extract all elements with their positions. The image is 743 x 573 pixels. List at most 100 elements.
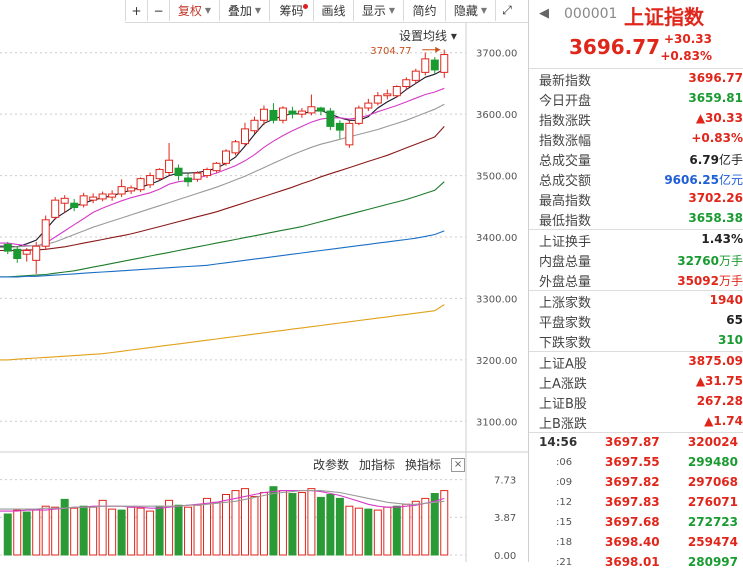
quote-label: 今日开盘 [539,94,592,109]
tick-volume: 299480 [687,455,738,469]
kline-chart[interactable]: 3700.00 3600.00 3500.00 3400.00 3300.00 3200.… [0,0,528,562]
toolbar-button-1[interactable]: − [147,0,169,21]
volume-bar [288,493,297,556]
chart-toolbar: + − 复权 ▼ 叠加 ▼ 筹码 画线 显示 ▼ 简约 隐藏 ▼ ⤢ [125,0,528,23]
volume-bar [421,497,430,556]
ma-line [0,181,445,278]
tick-row: :15 3697.68 272723 [529,513,743,533]
tick-time: :09 [556,477,573,488]
volume-bar [383,506,392,556]
quote-value: 310 [718,333,743,347]
volume-bar [411,500,420,556]
tick-price: 3698.40 [605,535,660,549]
toolbar-label: 筹码 [279,4,304,18]
quote-label: 上A涨跌 [539,377,587,392]
toolbar-button-0[interactable]: + [125,0,147,21]
volume-bar [193,504,202,556]
current-price: 3696.77 [569,35,661,59]
quote-value: 3696.77 [688,71,743,85]
quote-label: 平盘家数 [539,316,592,331]
toolbar-button-3[interactable]: 叠加 ▼ [219,0,269,21]
candle-body [174,167,183,177]
sub-chart-buttons: 改参数 加指标 换指标 × [313,456,466,473]
switch-indicator-button[interactable]: 换指标 [405,458,442,472]
quote-number: ▲30.33 [695,111,743,125]
quote-value: 35092万手 [677,272,743,289]
volume-bar [316,496,325,556]
ma-settings-button[interactable]: 设置均线 ▾ [399,29,457,43]
candle-body [430,59,439,71]
toolbar-button-4[interactable]: 筹码 [269,0,313,21]
tick-list[interactable]: 14:56 3697.87 320024:06 3697.55 299480:09 369… [529,432,743,573]
toolbar-button-7[interactable]: 简约 [403,0,445,21]
quote-row: 上涨家数 1940 [529,290,743,311]
toolbar-button-9[interactable]: ⤢ [495,0,518,21]
stock-name: 上证指数 [624,5,704,29]
edit-params-button[interactable]: 改参数 [313,458,350,472]
volume-bar [373,509,382,556]
quote-label: 上证B股 [539,397,587,412]
quote-row: 内盘总量 32760万手 [529,250,743,270]
quote-value: +0.83% [691,131,743,145]
y-tick-label: 3700.00 [476,49,517,60]
quote-label: 最高指数 [539,194,592,209]
change-percent: +0.83% [660,49,712,63]
toolbar-button-5[interactable]: 画线 [313,0,353,21]
volume-bar [212,501,221,556]
volume-bar [98,499,107,556]
quote-row: 上证A股 3875.09 [529,351,743,372]
tick-time: :12 [556,497,573,508]
add-indicator-button[interactable]: 加指标 [359,458,396,472]
quote-row: 下跌家数 310 [529,331,743,351]
volume-bar [89,506,98,556]
candle-body [155,168,164,180]
tick-volume: 276071 [687,495,738,509]
change-box: +30.33 +0.83% [660,31,712,65]
quote-label: 最低指数 [539,214,592,229]
candle-body [98,193,107,200]
volume-bar [117,509,126,556]
quote-rows: 最新指数 3696.77 今日开盘 3659.81 指数涨跌 ▲30.33 指数涨幅 +0.8… [529,69,743,432]
quote-label: 外盘总量 [539,275,592,290]
candle-body [259,108,268,121]
candle-body [307,106,316,114]
quote-label: 上证A股 [539,357,587,372]
quote-number: 3658.38 [688,211,743,225]
toolbar-button-2[interactable]: 复权 ▼ [169,0,219,21]
quote-label: 总成交额 [539,174,592,189]
volume-bar [60,498,69,556]
volume-bar [326,493,335,556]
ma-line [0,87,445,247]
tick-price: 3697.82 [605,475,660,489]
prev-arrow-icon[interactable]: ◀ [539,6,549,21]
candle-body [231,141,240,154]
candle-body [288,110,297,115]
volume-bar [440,490,449,556]
candle-body [136,178,145,191]
quote-label: 上证换手 [539,235,592,250]
tick-volume: 259474 [687,535,738,549]
toolbar-button-8[interactable]: 隐藏 ▼ [445,0,495,21]
volume-bar [155,505,164,556]
tick-volume: 280997 [687,555,738,569]
candle-body [345,122,354,146]
tick-row: :06 3697.55 299480 [529,453,743,473]
chevron-down-icon: ▼ [204,6,212,15]
y-tick-label: 3100.00 [476,417,517,428]
tick-time: 14:56 [539,435,578,449]
candle-body [222,150,230,164]
quote-number: ▲31.75 [695,374,743,388]
volume-bar [13,509,22,556]
volume-bar [402,503,411,556]
candle-body [440,54,449,73]
quote-number: ▲1.74 [704,414,743,428]
quote-label: 最新指数 [539,74,592,89]
panel-header: ◀ 000001 上证指数 [529,0,743,30]
quote-row: 今日开盘 3659.81 [529,89,743,109]
toolbar-button-6[interactable]: 显示 ▼ [353,0,403,21]
close-icon[interactable]: × [451,457,466,472]
quote-row: 平盘家数 65 [529,311,743,331]
candle-body [51,199,60,218]
volume-bar [32,508,41,556]
volume-bar [307,488,316,556]
